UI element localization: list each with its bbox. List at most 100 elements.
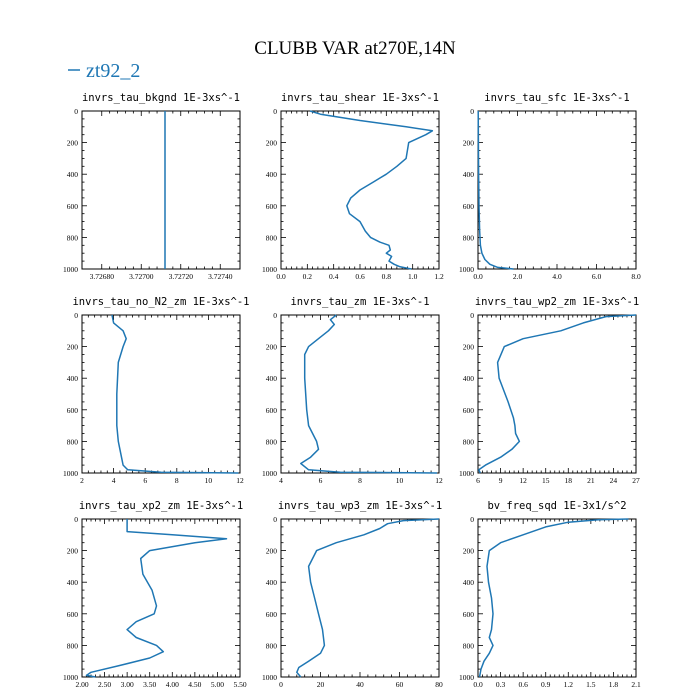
x-tick-label: 6 (143, 476, 147, 485)
y-tick-label: 200 (266, 343, 278, 352)
series-line (296, 518, 440, 678)
x-tick-label: 8 (175, 476, 179, 485)
y-tick-label: 1000 (459, 469, 474, 478)
y-tick-label: 400 (463, 170, 475, 179)
x-tick-label: 3.72680 (90, 272, 115, 281)
y-tick-label: 400 (463, 374, 475, 383)
y-tick-label: 600 (266, 610, 278, 619)
x-tick-label: 0.2 (303, 272, 313, 281)
x-tick-label: 0.6 (355, 272, 365, 281)
y-tick-label: 200 (463, 343, 475, 352)
series-line (478, 518, 629, 678)
x-tick-label: 3.72740 (208, 272, 233, 281)
x-tick-label: 1.2 (434, 272, 444, 281)
x-tick-label: 0.4 (329, 272, 339, 281)
y-tick-label: 1000 (63, 673, 78, 682)
x-tick-label: 0.9 (541, 680, 551, 689)
panel-title: invrs_tau_no_N2_zm 1E-3xs^-1 (72, 296, 249, 308)
plot-frame (280, 518, 440, 678)
y-tick-label: 600 (463, 610, 475, 619)
x-tick-label: 4.00 (166, 680, 179, 689)
plot-frame (81, 314, 241, 474)
y-tick-label: 400 (463, 578, 475, 587)
y-tick-label: 200 (67, 343, 79, 352)
x-tick-label: 9 (499, 476, 503, 485)
x-tick-label: 4 (279, 476, 283, 485)
x-tick-label: 0.0 (473, 272, 483, 281)
y-tick-label: 600 (463, 406, 475, 415)
x-tick-label: 10 (396, 476, 404, 485)
plot-frame (477, 110, 637, 270)
y-tick-label: 600 (463, 202, 475, 211)
x-tick-label: 40 (356, 680, 364, 689)
panel-title: invrs_tau_sfc 1E-3xs^-1 (484, 92, 629, 104)
legend-label: zt92_2 (86, 60, 140, 82)
x-tick-label: 2.50 (98, 680, 111, 689)
y-tick-label: 200 (67, 547, 79, 556)
y-tick-label: 800 (67, 641, 79, 650)
x-tick-label: 0.8 (382, 272, 392, 281)
y-tick-label: 1000 (459, 265, 474, 274)
x-tick-label: 4.0 (552, 272, 562, 281)
x-tick-label: 21 (587, 476, 595, 485)
panel-title: invrs_tau_xp2_zm 1E-3xs^-1 (79, 500, 243, 512)
x-tick-label: 2.00 (75, 680, 88, 689)
x-tick-label: 18 (565, 476, 573, 485)
y-tick-label: 800 (67, 233, 79, 242)
panel-title: invrs_tau_wp3_zm 1E-3xs^-1 (278, 500, 442, 512)
panels: invrs_tau_bkgnd 1E-3xs^-1020040060080010… (63, 92, 641, 689)
panel-title: invrs_tau_wp2_zm 1E-3xs^-1 (475, 296, 639, 308)
chart-panel: invrs_tau_bkgnd 1E-3xs^-1 0 200 400 600 800 10… (63, 92, 241, 281)
x-tick-label: 27 (632, 476, 640, 485)
plot-frame (280, 314, 440, 474)
x-tick-label: 0.0 (473, 680, 483, 689)
y-tick-label: 200 (463, 139, 475, 148)
x-tick-label: 2.0 (513, 272, 523, 281)
x-tick-label: 6.0 (592, 272, 602, 281)
y-tick-label: 0 (74, 311, 78, 320)
x-tick-label: 1.2 (564, 680, 574, 689)
x-tick-label: 1.0 (408, 272, 418, 281)
x-tick-label: 1.8 (609, 680, 619, 689)
y-tick-label: 1000 (63, 469, 78, 478)
y-tick-label: 800 (463, 437, 475, 446)
y-tick-label: 0 (470, 107, 474, 116)
x-tick-label: 2 (80, 476, 84, 485)
chart-panel: invrs_tau_no_N2_zm 1E-3xs^-1 0 200 400 600 80… (63, 296, 250, 485)
x-tick-label: 3.72720 (169, 272, 194, 281)
chart-panel: invrs_tau_wp2_zm 1E-3xs^-10 200 400 600 800 1… (459, 296, 640, 485)
chart-panel: invrs_tau_xp2_zm 1E-3xs^-10 200 400 600 800 1… (63, 500, 247, 689)
x-tick-label: 3.72700 (129, 272, 154, 281)
y-tick-label: 400 (67, 170, 79, 179)
y-tick-label: 400 (266, 578, 278, 587)
chart-panel: invrs_tau_sfc 1E-3xs^-1 0 200 400 600 800 1000… (459, 92, 641, 281)
panel-title: invrs_tau_zm 1E-3xs^-1 (290, 296, 429, 308)
x-tick-label: 12 (236, 476, 244, 485)
figure-title: CLUBB VAR at270E,14N (254, 38, 456, 59)
chart-panel: invrs_tau_shear 1E-3xs^-1 0 200 400 600 800 10… (262, 92, 444, 281)
y-tick-label: 800 (266, 641, 278, 650)
y-tick-label: 600 (266, 202, 278, 211)
x-tick-label: 5.00 (211, 680, 224, 689)
y-tick-label: 800 (266, 437, 278, 446)
series-line (111, 314, 239, 474)
y-tick-label: 200 (67, 139, 79, 148)
y-tick-label: 0 (273, 311, 277, 320)
y-tick-label: 400 (266, 374, 278, 383)
y-tick-label: 600 (266, 406, 278, 415)
y-tick-label: 200 (266, 547, 278, 556)
series-line (477, 110, 514, 270)
y-tick-label: 600 (67, 202, 79, 211)
y-tick-label: 1000 (63, 265, 78, 274)
plot-frame (81, 110, 241, 270)
x-tick-label: 5.50 (233, 680, 246, 689)
y-tick-label: 400 (67, 578, 79, 587)
plot-frame (477, 314, 637, 474)
y-tick-label: 400 (266, 170, 278, 179)
x-tick-label: 8 (358, 476, 362, 485)
x-tick-label: 80 (435, 680, 443, 689)
y-tick-label: 0 (470, 515, 474, 524)
y-tick-label: 200 (266, 139, 278, 148)
y-tick-label: 0 (273, 107, 277, 116)
